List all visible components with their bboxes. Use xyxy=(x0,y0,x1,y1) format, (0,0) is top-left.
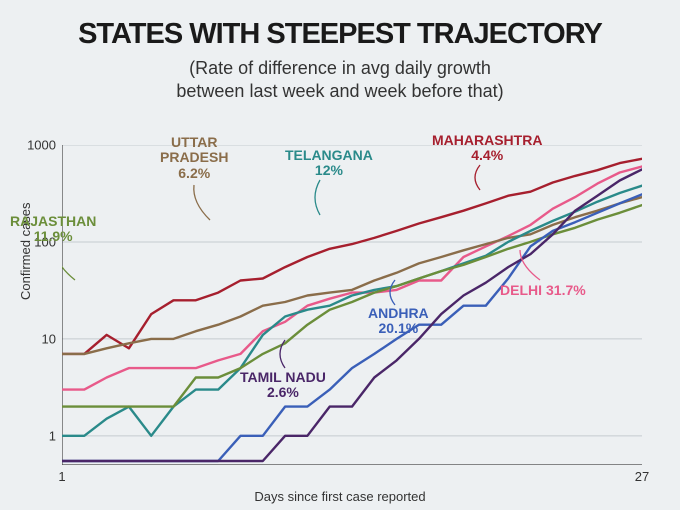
series-label-uttar-pradesh: UTTARPRADESH6.2% xyxy=(160,135,228,181)
chart-svg xyxy=(62,145,642,465)
series-label-rajasthan: RAJASTHAN11.9% xyxy=(10,214,96,245)
chart-subtitle: (Rate of difference in avg daily growthb… xyxy=(0,57,680,104)
x-tick: 1 xyxy=(58,469,65,484)
x-tick: 27 xyxy=(635,469,649,484)
series-label-tamil-nadu: TAMIL NADU2.6% xyxy=(240,370,326,401)
chart-area: 1101001000127MAHARASHTRA4.4%DELHI31.7%UT… xyxy=(62,145,642,465)
series-label-delhi: DELHI31.7% xyxy=(500,283,586,298)
series-label-andhra: ANDHRA20.1% xyxy=(368,306,429,337)
chart-title: STATES WITH STEEPEST TRAJECTORY xyxy=(0,0,680,51)
series-label-telangana: TELANGANA12% xyxy=(285,148,373,179)
y-tick: 1000 xyxy=(6,138,56,153)
series-label-maharashtra: MAHARASHTRA4.4% xyxy=(432,133,542,164)
y-tick: 1 xyxy=(6,428,56,443)
x-axis-label: Days since first case reported xyxy=(254,489,425,504)
y-tick: 10 xyxy=(6,331,56,346)
